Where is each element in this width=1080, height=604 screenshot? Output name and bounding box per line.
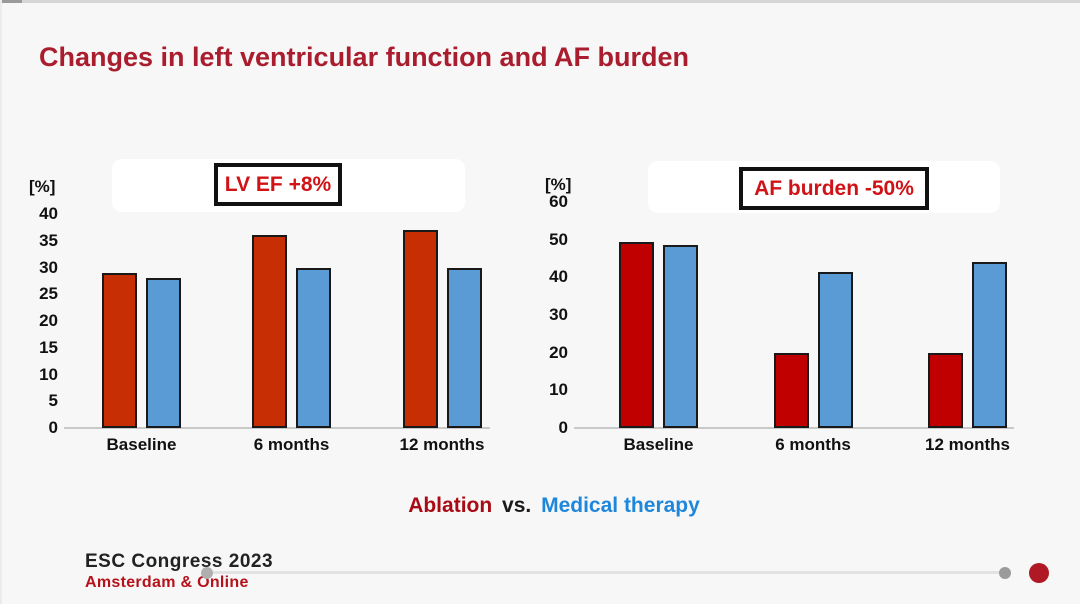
x-axis-label-6-months: 6 months: [775, 435, 851, 454]
x-axis-label-6-months: 6 months: [253, 435, 330, 454]
bar-ablation-6-months: [773, 352, 809, 428]
y-tick-label-5: 5: [48, 391, 58, 411]
bar-ablation-12-months: [402, 230, 438, 428]
bar-medical-therapy-6-months: [817, 271, 853, 428]
progress-line: [213, 571, 1003, 574]
bar-medical-therapy-12-months: [446, 267, 482, 428]
y-axis-unit-label: [%]: [545, 175, 572, 194]
x-axis-label-12-months: 12 months: [399, 435, 485, 454]
y-axis-unit-label: [%]: [29, 177, 56, 196]
legend-vs-label: vs.: [502, 494, 532, 517]
bar-ablation-12-months: [928, 352, 963, 428]
y-tick-label-40: 40: [549, 267, 568, 287]
page-title: Changes in left ventricular function and…: [39, 42, 690, 72]
y-tick-label-30: 30: [549, 304, 568, 324]
x-axis-label-baseline: Baseline: [623, 435, 694, 454]
x-axis-label-baseline: Baseline: [106, 435, 177, 454]
slide-top-border: [0, 0, 1080, 3]
bar-medical-therapy-baseline: [663, 245, 698, 428]
y-tick-label-20: 20: [549, 342, 568, 362]
bar-medical-therapy-12-months: [972, 262, 1007, 428]
x-axis-line: [574, 427, 1014, 429]
footer-congress-title: ESC Congress 2023: [85, 551, 274, 572]
y-tick-label-35: 35: [39, 230, 58, 250]
chart-title-label: LV EF +8%: [224, 172, 332, 196]
bar-medical-therapy-baseline: [146, 278, 181, 428]
y-tick-label-40: 40: [39, 204, 58, 223]
chart-title-label: AF burden -50%: [754, 176, 914, 200]
legend-ablation-label: Ablation: [408, 494, 493, 517]
y-tick-label-0: 0: [48, 418, 58, 437]
y-tick-label-10: 10: [39, 364, 58, 384]
legend-medical-label: Medical therapy: [541, 494, 700, 517]
progress-dot-start: [201, 567, 213, 579]
x-axis-line: [64, 427, 490, 429]
chart-title-box: AF burden -50%: [739, 167, 929, 210]
bar-ablation-baseline: [619, 241, 654, 428]
x-axis-label-12-months: 12 months: [924, 435, 1011, 454]
y-tick-label-25: 25: [39, 284, 58, 304]
footer-congress-location: Amsterdam & Online: [85, 574, 249, 591]
y-tick-label-10: 10: [549, 380, 568, 400]
bar-ablation-baseline: [102, 272, 137, 428]
slide-top-border-accent: [0, 0, 22, 3]
y-tick-label-0: 0: [558, 418, 568, 437]
progress-dot-current[interactable]: [1029, 563, 1049, 583]
chart-title-box: LV EF +8%: [214, 163, 342, 206]
y-tick-label-20: 20: [39, 311, 58, 330]
y-tick-label-50: 50: [549, 229, 568, 249]
bar-ablation-6-months: [252, 235, 287, 428]
bar-medical-therapy-6-months: [296, 267, 331, 428]
y-tick-label-60: 60: [549, 191, 568, 211]
y-tick-label-15: 15: [39, 337, 58, 357]
y-tick-label-30: 30: [39, 257, 58, 277]
slide-left-border: [0, 0, 2, 604]
progress-dot-mid: [999, 567, 1011, 579]
legend: Ablation vs. Medical therapy: [0, 494, 1080, 518]
